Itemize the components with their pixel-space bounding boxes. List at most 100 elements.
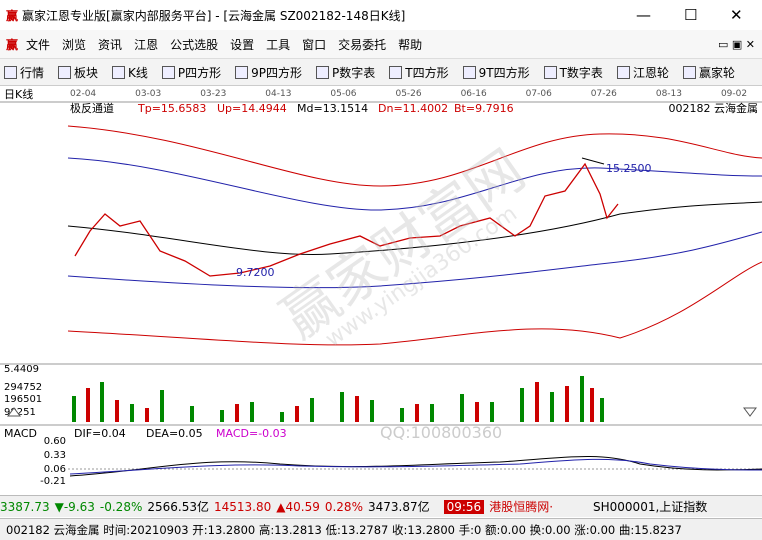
tool-button[interactable]: T四方形 [389, 64, 449, 81]
tool-label: P数字表 [332, 65, 376, 80]
close[interactable]: ✕ [730, 6, 743, 24]
channel-dn [67, 231, 762, 289]
dif-line [69, 456, 762, 477]
menu-item[interactable]: 窗口 [302, 37, 327, 52]
scroll-up[interactable] [7, 407, 21, 417]
low-mark: 9.7200 [236, 266, 275, 279]
date-label: 03-03 [135, 89, 161, 99]
scroll-down[interactable] [743, 407, 757, 417]
indicator-name: 极反通道 [70, 101, 114, 115]
vol-label: 294752 [4, 382, 42, 393]
toolbar: 行情 板块 K线 P四方形 9P四方形 P数字表 T四方形 9T四方形 T数字表 江恩轮 赢家轮 [0, 58, 762, 86]
footer-bar: 002182 云海金属 时间:20210903 开:13.2800 高:13.2… [0, 518, 762, 540]
tool-button[interactable]: K线 [112, 64, 148, 81]
chart: 日K线 02-04 03-03 03-23 04-13 05-06 05-26 06-16 0… [0, 86, 762, 495]
date-axis: 02-04 03-03 03-23 04-13 05-06 05-26 06-16 07-06… [70, 89, 747, 99]
tool-button[interactable]: 9T四方形 [462, 64, 530, 81]
md: Md=13.1514 [297, 102, 368, 115]
footer-text: 002182 云海金属 时间:20210903 开:13.2800 高:13.2… [6, 522, 682, 537]
status-sz-amount: 3473.87亿 [367, 500, 430, 514]
menu-item[interactable]: 文件 [26, 37, 51, 52]
price-track [74, 162, 619, 277]
date-label: 03-23 [200, 89, 226, 99]
date-label: 09-02 [721, 89, 747, 99]
dif: DIF=0.04 [74, 427, 126, 440]
date-label: 05-26 [395, 89, 421, 99]
channel-top [67, 125, 762, 187]
tool-label: T四方形 [405, 65, 449, 80]
tool-label: 9T四方形 [478, 65, 530, 80]
title-bar: 赢 赢家江恩专业版[赢家内部服务平台] - [云海金属 SZ002182-148… [0, 0, 762, 30]
tp: Tp=15.6583 [137, 102, 206, 115]
tool-button[interactable]: 行情 [4, 64, 44, 81]
status-code: SH000001,上证指数 [593, 500, 708, 514]
minimize[interactable]: — [636, 6, 651, 24]
tool-icon [543, 65, 557, 79]
volume-bars [72, 376, 604, 422]
channel-mid [67, 201, 762, 255]
macd-value: MACD=-0.03 [216, 427, 287, 440]
window-title: 赢家江恩专业版[赢家内部服务平台] - [云海金属 SZ002182-148日K… [22, 8, 406, 23]
dea: DEA=0.05 [146, 427, 203, 440]
macd-name: MACD [4, 427, 37, 440]
tool-button[interactable]: 9P四方形 [235, 64, 302, 81]
menu-item[interactable]: 浏览 [62, 37, 87, 52]
tool-button[interactable]: 板块 [58, 64, 98, 81]
qq-watermark: QQ:100800360 [380, 423, 502, 442]
app-icon: 赢 [6, 8, 19, 23]
stock: 002182 云海金属 [669, 101, 759, 115]
macd-axis: 0.33 [44, 450, 66, 461]
macd-axis: -0.21 [40, 476, 66, 487]
tool-icon [389, 65, 403, 79]
menu-item[interactable]: 资讯 [98, 37, 123, 52]
vol-label: 5.4409 [4, 364, 39, 375]
menu-bar: 赢 文件 浏览 资讯 江恩 公式选股 设置 工具 窗口 交易委托 帮助 ▭ ▣ ✕ [0, 30, 762, 58]
date-label: 05-06 [330, 89, 356, 99]
channel-bottom [67, 261, 762, 346]
date-label: 02-04 [70, 89, 96, 99]
tool-label: 行情 [20, 65, 45, 80]
date-label: 08-13 [656, 89, 682, 99]
menu-item[interactable]: 公式选股 [170, 37, 219, 52]
chart-bg [0, 86, 762, 495]
pointer [581, 157, 605, 165]
channels [67, 125, 762, 346]
tool-label: 9P四方形 [251, 65, 303, 80]
menu-item[interactable]: 交易委托 [338, 37, 387, 52]
vol-label: 98251 [4, 407, 36, 418]
maximize[interactable]: ☐ [684, 6, 698, 24]
period: 日K线 [4, 87, 33, 101]
tool-label: K线 [128, 65, 148, 80]
menu-item[interactable]: 工具 [266, 37, 291, 52]
tool-icon [58, 65, 72, 79]
tool-button[interactable]: P数字表 [316, 64, 375, 81]
tool-icon [161, 65, 175, 79]
tool-button[interactable]: T数字表 [543, 64, 603, 81]
macd-axis: 0.60 [44, 436, 66, 447]
tool-button[interactable]: P四方形 [161, 64, 221, 81]
menu-item[interactable]: 设置 [230, 37, 255, 52]
bt: Bt=9.7916 [454, 102, 514, 115]
status-news: 港股恒腾网· [489, 500, 554, 514]
doc-controls[interactable]: ▭ ▣ ✕ [718, 37, 755, 51]
status-sh-pct: -0.28% [99, 499, 143, 514]
date-label: 07-06 [526, 89, 552, 99]
menu-icon: 赢 [6, 37, 19, 52]
menu-item[interactable]: 帮助 [398, 37, 423, 52]
menu-item[interactable]: 江恩 [134, 37, 159, 52]
tool-label: T数字表 [559, 65, 603, 80]
tool-label: 板块 [74, 65, 99, 80]
dea-line [69, 458, 762, 475]
tool-icon [616, 65, 630, 79]
tool-icon [4, 65, 17, 79]
tool-button[interactable]: 赢家轮 [682, 64, 735, 81]
tool-icon [112, 65, 126, 79]
vol-label: 196501 [4, 394, 42, 405]
status-bar: 3387.73 ▼-9.63 -0.28% 2566.53亿 14513.80 ▲40.5… [0, 495, 762, 517]
status-sz-pct: 0.28% [324, 499, 363, 514]
tool-icon [316, 65, 330, 79]
tool-button[interactable]: 江恩轮 [616, 64, 669, 81]
date-label: 07-26 [591, 89, 617, 99]
high-mark: 15.2500 [606, 162, 652, 175]
